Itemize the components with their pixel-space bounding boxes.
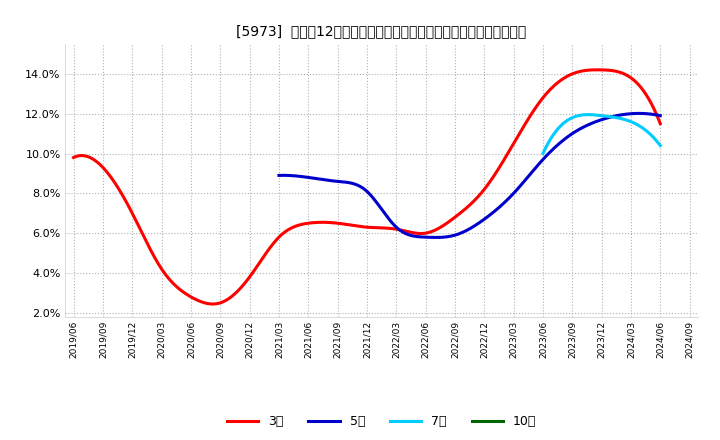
Legend: 3年, 5年, 7年, 10年: 3年, 5年, 7年, 10年 <box>222 411 541 433</box>
Title: [5973]  売上高12か月移動合計の対前年同期増減率の標準偏差の推移: [5973] 売上高12か月移動合計の対前年同期増減率の標準偏差の推移 <box>236 25 527 39</box>
